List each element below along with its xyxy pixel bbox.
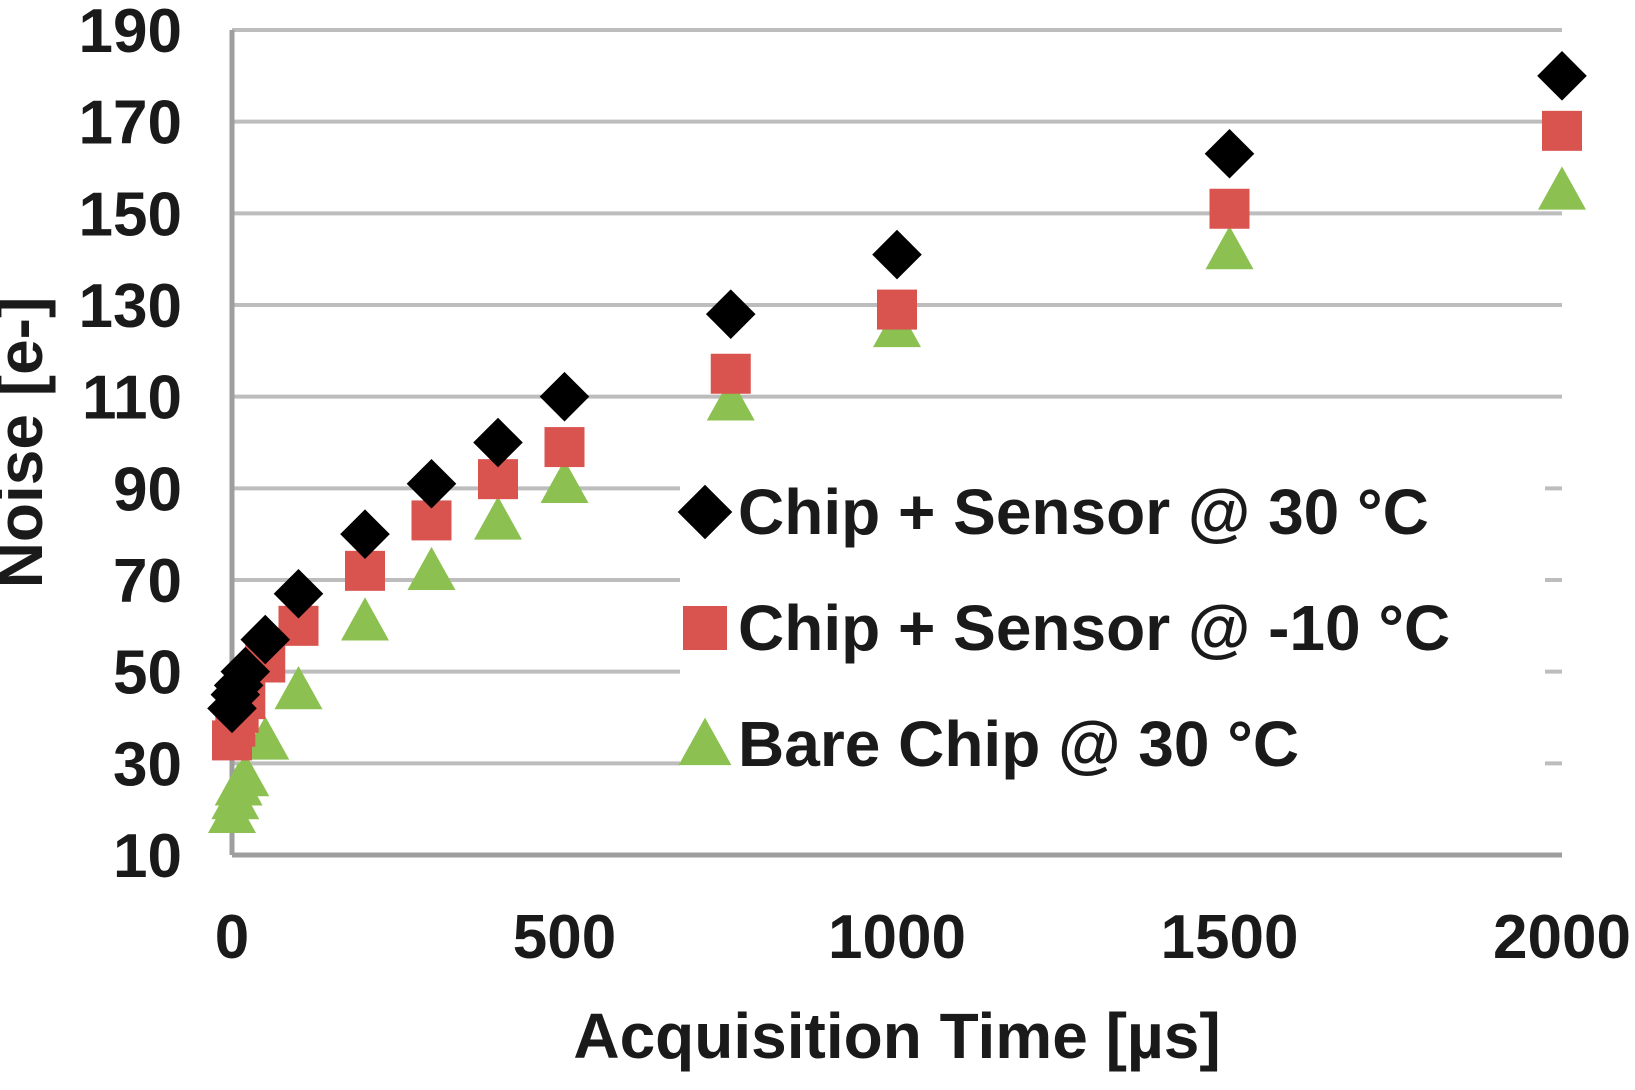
y-tick-label-110: 110: [82, 364, 182, 433]
square-point: [1209, 188, 1250, 229]
diamond-point: [240, 614, 291, 665]
legend-item: Chip + Sensor @ 30 °C: [677, 476, 1429, 548]
triangle-point: [221, 753, 270, 797]
x-tick-label-0: 0: [215, 903, 249, 972]
y-tick-label-90: 90: [113, 455, 182, 524]
legend-item: Bare Chip @ 30 °C: [678, 708, 1299, 780]
legend-diamond-icon: [677, 484, 733, 540]
diamond-point: [705, 289, 756, 339]
y-tick-label-50: 50: [113, 639, 182, 708]
x-axis-title: Acquisition Time [µs]: [573, 1000, 1220, 1072]
diamond-point: [220, 646, 271, 697]
y-tick-labels: 10 30 50 70 90 110 130 150 170 190: [79, 0, 182, 891]
y-tick-label-130: 130: [79, 272, 182, 341]
square-point: [710, 353, 751, 394]
y-tick-label-70: 70: [113, 547, 182, 616]
triangle-point: [407, 546, 456, 591]
triangle-point: [1205, 226, 1254, 270]
triangle-point: [341, 597, 389, 641]
square-point: [877, 289, 917, 330]
legend-label: Chip + Sensor @ 30 °C: [738, 476, 1429, 548]
x-tick-labels: 0 500 1000 1500 2000: [215, 903, 1631, 972]
legend-triangle-icon: [678, 717, 732, 766]
y-tick-label-10: 10: [113, 822, 182, 891]
diamond-point: [872, 229, 922, 280]
y-tick-label-30: 30: [113, 730, 182, 799]
triangle-point: [1538, 166, 1586, 210]
y-axis-title: Noise [e-]: [0, 297, 56, 589]
y-tick-label-190: 190: [79, 0, 182, 66]
diamond-point: [340, 509, 390, 559]
legend: Chip + Sensor @ 30 °C Chip + Sensor @ -10…: [677, 476, 1450, 780]
y-tick-label-150: 150: [79, 180, 182, 249]
legend-item: Chip + Sensor @ -10 °C: [683, 592, 1450, 664]
diamond-point: [1537, 51, 1587, 101]
x-tick-label-2000: 2000: [1493, 903, 1631, 972]
series-triangle: [208, 166, 1586, 833]
legend-label: Bare Chip @ 30 °C: [738, 708, 1299, 780]
data-points: [207, 51, 1587, 833]
square-point: [544, 427, 585, 468]
legend-box: [680, 478, 1545, 838]
triangle-point: [540, 459, 589, 503]
triangle-point: [241, 716, 290, 760]
legend-square-icon: [683, 606, 727, 650]
diamond-point: [473, 417, 523, 468]
series-diamond: [207, 51, 1587, 734]
diamond-point: [406, 458, 457, 509]
legend-label: Chip + Sensor @ -10 °C: [738, 592, 1450, 664]
diamond-point: [1204, 128, 1255, 179]
x-tick-label-500: 500: [513, 903, 616, 972]
x-tick-label-1500: 1500: [1161, 903, 1299, 972]
diamond-point: [273, 568, 324, 619]
square-point: [1542, 110, 1582, 151]
diamond-point: [539, 371, 590, 422]
y-tick-label-170: 170: [79, 89, 182, 158]
x-tick-label-1000: 1000: [828, 903, 966, 972]
triangle-point: [474, 496, 522, 540]
legend-background: [680, 478, 1545, 838]
triangle-point: [706, 377, 755, 421]
triangle-point: [274, 666, 323, 710]
